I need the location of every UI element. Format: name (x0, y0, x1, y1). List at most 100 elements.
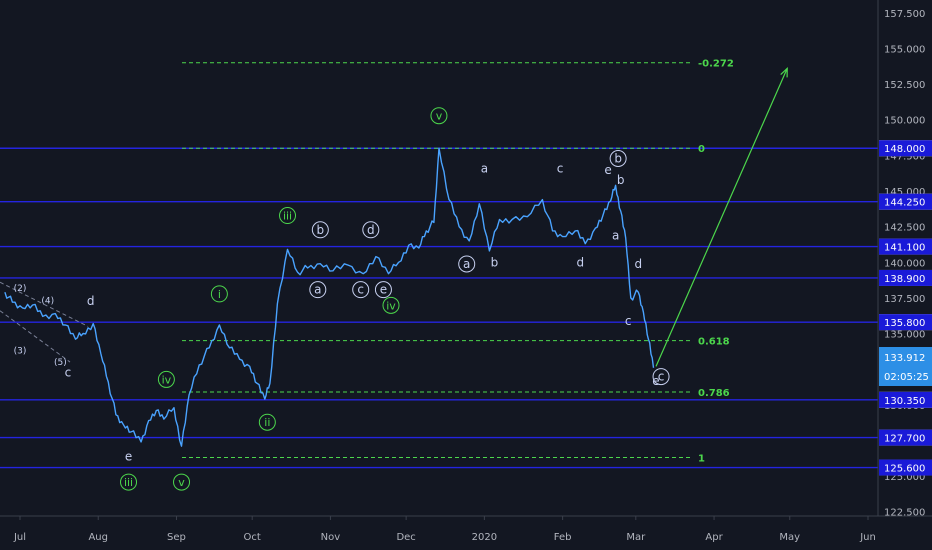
x-tick-6: 2020 (472, 532, 497, 543)
x-tick-2: Sep (167, 532, 186, 543)
level-label-3: 138.900 (884, 274, 925, 285)
level-label-2: 141.100 (884, 243, 925, 254)
projection-arrowhead (780, 67, 788, 78)
channel-lower (0, 310, 71, 363)
level-label-0: 148.000 (884, 144, 925, 155)
wave-circle-9 (173, 473, 191, 491)
wave-label-16: c (357, 283, 364, 297)
level-flag-fill-4 (879, 314, 932, 331)
x-tick-3: Oct (244, 532, 261, 543)
x-tick-11: Jun (859, 532, 876, 543)
wave-label-14: d (367, 223, 375, 237)
wave-label-7: iii (124, 476, 133, 489)
y-tick-14: 157.500 (884, 9, 925, 20)
wave-label-4: d (87, 294, 95, 308)
wave-label-28: a (612, 228, 619, 242)
wave-label-30: c (625, 314, 632, 328)
x-tick-7: Feb (554, 532, 572, 543)
level-label-6: 127.700 (884, 434, 925, 445)
last-price-flag: 133.912 02:05:25 (879, 347, 932, 386)
time-axis-background (0, 516, 932, 550)
wave-label-11: ii (264, 416, 270, 429)
y-tick-9: 145.000 (884, 187, 925, 198)
wave-label-31: e (652, 374, 659, 388)
wave-label-5: c (65, 365, 72, 379)
wave-label-3: (5) (54, 358, 67, 368)
x-tick-8: Mar (626, 532, 646, 543)
last-price-box (879, 347, 932, 367)
fib-label-1: 0 (698, 144, 705, 155)
level-flag-fill-3 (879, 269, 932, 286)
level-flag-fill-6 (879, 429, 932, 446)
x-tick-4: Nov (321, 532, 341, 543)
fib-label-0: -0.272 (698, 59, 734, 70)
wave-circle-32 (652, 368, 670, 386)
wave-label-21: c (557, 161, 564, 175)
y-tick-13: 155.000 (884, 44, 925, 55)
channel-upper (0, 281, 89, 327)
wave-label-13: b (317, 223, 325, 237)
wave-circle-15 (309, 281, 327, 299)
level-flag-fill-7 (879, 459, 932, 476)
fibonacci-retracement: -0.272 0 0.618 0.786 1 (182, 59, 734, 465)
countdown-box (879, 367, 932, 386)
wave-circle-17 (374, 281, 392, 299)
level-label-4: 135.800 (884, 318, 925, 329)
y-tick-0: 122.500 (884, 508, 925, 519)
wave-label-22: e (604, 163, 611, 177)
wave-label-27: d (576, 256, 584, 270)
fib-label-4: 1 (698, 454, 705, 465)
y-tick-6: 137.500 (884, 294, 925, 305)
projection-line (655, 68, 788, 367)
wave-label-29: d (635, 257, 643, 271)
y-tick-10: 147.500 (884, 151, 925, 162)
wave-circle-8 (157, 370, 175, 388)
y-tick-5: 135.000 (884, 330, 925, 341)
y-tick-7: 140.000 (884, 258, 925, 269)
projection-arrow (655, 67, 788, 367)
y-tick-8: 142.500 (884, 223, 925, 234)
y-tick-11: 150.000 (884, 116, 925, 127)
wave-label-32: c (658, 370, 665, 384)
wave-label-25: a (463, 257, 470, 271)
wave-circle-10 (210, 285, 228, 303)
wave-circle-18 (382, 296, 400, 314)
time-axis[interactable]: Jul Aug Sep Oct Nov Dec 2020 Feb Mar Apr May Jun (13, 516, 876, 543)
wave-circle-23 (609, 149, 627, 167)
wave-label-19: v (436, 110, 443, 123)
wave-label-17: e (380, 283, 387, 297)
wave-label-26: b (491, 256, 499, 270)
wave-circle-19 (430, 107, 448, 125)
wave-label-20: a (481, 161, 488, 175)
y-tick-1: 125.000 (884, 472, 925, 483)
level-flag-fill-2 (879, 238, 932, 255)
wave-label-6: e (125, 449, 132, 463)
wave-label-0: (2) (14, 284, 27, 294)
x-tick-10: May (779, 532, 800, 543)
wave-label-24: b (617, 173, 625, 187)
price-line-0 (4, 147, 655, 447)
last-price-value: 133.912 (884, 353, 925, 364)
wave-label-23: b (614, 151, 622, 165)
wave-circle-7 (120, 473, 138, 491)
x-tick-9: Apr (705, 532, 723, 543)
wave-label-9: v (178, 476, 185, 489)
wave-label-18: iv (386, 299, 396, 312)
level-flag-fill-5 (879, 391, 932, 408)
wave-label-8: iv (162, 373, 172, 386)
wave-circle-13 (311, 221, 329, 239)
price-series (0, 147, 655, 447)
wave-label-15: a (314, 283, 321, 297)
level-flag-fill-0 (879, 140, 932, 157)
countdown-value: 02:05:25 (884, 372, 929, 383)
wave-circle-16 (352, 281, 370, 299)
wave-label-2: (3) (14, 347, 27, 357)
wave-label-1: (4) (41, 297, 54, 307)
price-axis-flags: 148.000 144.250 141.100 138.900 135.800 130.3… (879, 140, 932, 476)
x-tick-0: Jul (13, 532, 26, 543)
fib-label-2: 0.618 (698, 337, 730, 348)
wave-circle-25 (458, 255, 476, 273)
wave-circle-11 (258, 413, 276, 431)
